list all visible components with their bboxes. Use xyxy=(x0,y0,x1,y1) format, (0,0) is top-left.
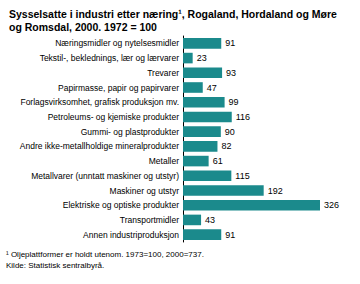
svg-text:og Romsdal, 2000. 1972 = 100: og Romsdal, 2000. 1972 = 100 xyxy=(9,21,157,33)
svg-text:192: 192 xyxy=(268,186,283,196)
svg-text:Kilde: Statistisk sentralbyrå.: Kilde: Statistisk sentralbyrå. xyxy=(6,261,104,270)
svg-text:Annen industriproduksjon: Annen industriproduksjon xyxy=(83,230,179,240)
svg-text:Næringsmidler og nytelsesmidle: Næringsmidler og nytelsesmidler xyxy=(55,38,179,48)
svg-text:Andre ikke-metallholdige miner: Andre ikke-metallholdige mineralprodukte… xyxy=(20,141,179,151)
svg-text:Trevarer: Trevarer xyxy=(147,68,179,78)
svg-text:91: 91 xyxy=(225,230,235,240)
svg-text:93: 93 xyxy=(226,68,236,78)
svg-text:82: 82 xyxy=(221,141,231,151)
svg-text:47: 47 xyxy=(207,83,217,93)
svg-text:Metaller: Metaller xyxy=(149,156,179,166)
svg-text:43: 43 xyxy=(205,215,215,225)
svg-text:Transportmidler: Transportmidler xyxy=(120,215,179,225)
svg-text:Papirmasse, papir og papirvare: Papirmasse, papir og papirvarer xyxy=(58,83,179,93)
svg-text:23: 23 xyxy=(197,53,207,63)
svg-text:115: 115 xyxy=(235,171,249,181)
svg-text:Maskiner og utstyr: Maskiner og utstyr xyxy=(110,186,180,196)
svg-text:Tekstil-, beklednings, lær og: Tekstil-, beklednings, lær og lærvarer xyxy=(40,53,180,63)
svg-text:61: 61 xyxy=(213,156,223,166)
svg-text:90: 90 xyxy=(225,127,235,137)
svg-text:Elektriske og optiske produkte: Elektriske og optiske produkter xyxy=(63,200,179,210)
svg-text:99: 99 xyxy=(229,97,239,107)
svg-text:116: 116 xyxy=(236,112,250,122)
svg-text:Forlagsvirksomhet, grafisk pro: Forlagsvirksomhet, grafisk produksjon mv… xyxy=(20,97,179,107)
svg-text:Petroleums- og kjemiske produk: Petroleums- og kjemiske produkter xyxy=(48,112,180,122)
svg-text:91: 91 xyxy=(225,38,235,48)
svg-text:Sysselsatte i industri etter n: Sysselsatte i industri etter næring¹, Ro… xyxy=(9,8,340,20)
svg-text:Gummi- og plastprodukter: Gummi- og plastprodukter xyxy=(81,127,179,137)
svg-text:¹ Oljeplattformer er holdt ute: ¹ Oljeplattformer er holdt utenom. 1973=… xyxy=(6,250,204,259)
svg-text:Metallvarer (unntatt maskiner: Metallvarer (unntatt maskiner og utstyr) xyxy=(31,171,179,181)
svg-text:326: 326 xyxy=(324,200,339,210)
